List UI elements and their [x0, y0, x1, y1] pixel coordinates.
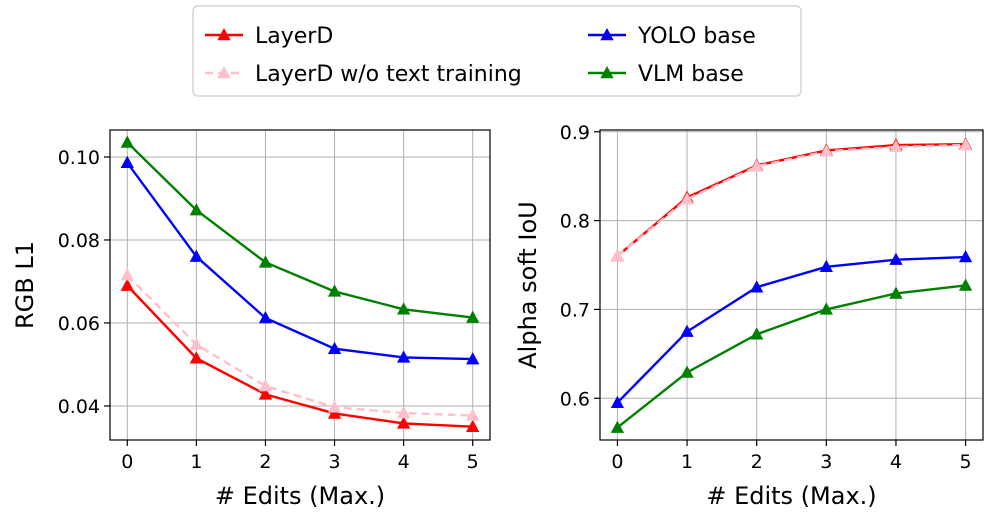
data-point	[610, 249, 625, 262]
alpha-soft-iou-chart: 0 1 2 3 4 5 0.6 0.7 0.8 0.9 # Edits (Max.) Alpha so…	[514, 122, 984, 510]
data-point	[396, 406, 411, 419]
x-tick-label: 4	[398, 451, 410, 473]
data-point	[327, 341, 342, 354]
y-tick-label: 0.7	[560, 299, 590, 321]
legend-label: LayerD w/o text training	[255, 62, 522, 87]
y-tick-label: 0.6	[560, 388, 590, 410]
data-point	[120, 268, 134, 281]
legend-swatch-marker	[600, 28, 614, 41]
x-tick-label: 0	[611, 451, 623, 473]
y-tick-label: 0.08	[58, 230, 100, 252]
y-tick-label: 0.9	[560, 122, 590, 144]
data-point	[396, 350, 411, 363]
x-tick-label: 3	[820, 451, 832, 473]
data-point	[750, 280, 764, 293]
data-point	[750, 327, 764, 340]
legend-label: LayerD	[255, 24, 333, 49]
x-tick-label: 0	[121, 451, 133, 473]
axes-frame	[599, 129, 984, 441]
series-line-1	[126, 274, 473, 417]
data-point	[889, 286, 903, 299]
data-point	[258, 379, 273, 392]
x-axis-label: # Edits (Max.)	[215, 482, 385, 510]
series-line-3	[616, 284, 966, 429]
y-axis-label: Alpha soft IoU	[514, 201, 542, 368]
y-axis-label: RGB L1	[11, 241, 39, 329]
x-tick-label: 1	[681, 451, 693, 473]
rgb-l1-chart: 0 1 2 3 4 5 0.04 0.06 0.08 0.10 # Edits (Max.) RGB …	[11, 129, 491, 510]
data-point	[327, 400, 342, 413]
legend: LayerD LayerD w/o text training YOLO base V…	[192, 5, 802, 97]
x-tick-label: 2	[751, 451, 763, 473]
data-point	[680, 192, 694, 205]
data-point	[750, 159, 764, 172]
legend-swatch-marker	[217, 66, 231, 79]
data-point	[610, 420, 625, 433]
data-point	[120, 155, 134, 169]
data-point	[466, 419, 480, 432]
legend-swatch-marker	[217, 28, 231, 41]
data-point	[680, 365, 694, 378]
x-tick-label: 5	[467, 451, 479, 473]
series-line-0	[616, 143, 966, 258]
x-tick-label: 3	[328, 451, 340, 473]
data-point	[396, 416, 411, 429]
data-point	[120, 278, 134, 291]
x-tick-label: 4	[890, 451, 902, 473]
series-line-2	[616, 255, 966, 404]
data-point	[819, 302, 833, 315]
data-point	[258, 255, 273, 268]
data-point	[958, 278, 973, 291]
data-point	[466, 408, 480, 421]
y-tick-label: 0.06	[58, 313, 100, 335]
data-point	[189, 351, 204, 364]
y-tick-label: 0.10	[58, 147, 100, 169]
data-point	[189, 249, 204, 262]
x-tick-label: 2	[259, 451, 271, 473]
data-point	[466, 352, 480, 365]
legend-frame	[192, 5, 802, 97]
data-point	[819, 259, 833, 273]
data-point	[610, 395, 625, 408]
data-point	[396, 302, 411, 315]
legend-swatch-marker	[600, 66, 614, 79]
x-tick-label: 5	[960, 451, 972, 473]
series-line-0	[126, 284, 473, 428]
data-point	[189, 203, 204, 216]
x-tick-label: 1	[190, 451, 202, 473]
data-point	[189, 337, 204, 350]
data-point	[327, 284, 342, 297]
series-line-1	[616, 143, 966, 258]
data-point	[466, 310, 480, 323]
data-point	[889, 139, 903, 153]
data-point	[120, 135, 134, 148]
series-line-2	[126, 162, 473, 361]
legend-label: YOLO base	[637, 24, 756, 49]
data-point	[819, 144, 833, 157]
data-point	[327, 406, 342, 419]
data-point	[889, 252, 903, 265]
data-point	[680, 324, 694, 337]
legend-label: VLM base	[638, 62, 744, 87]
y-tick-label: 0.8	[560, 211, 590, 233]
data-point	[958, 250, 973, 263]
y-tick-label: 0.04	[58, 396, 100, 418]
data-point	[258, 387, 273, 400]
data-point	[958, 138, 973, 151]
x-axis-label: # Edits (Max.)	[706, 482, 876, 510]
axes-frame	[109, 129, 491, 441]
series-line-3	[126, 141, 473, 319]
data-point	[258, 310, 273, 324]
